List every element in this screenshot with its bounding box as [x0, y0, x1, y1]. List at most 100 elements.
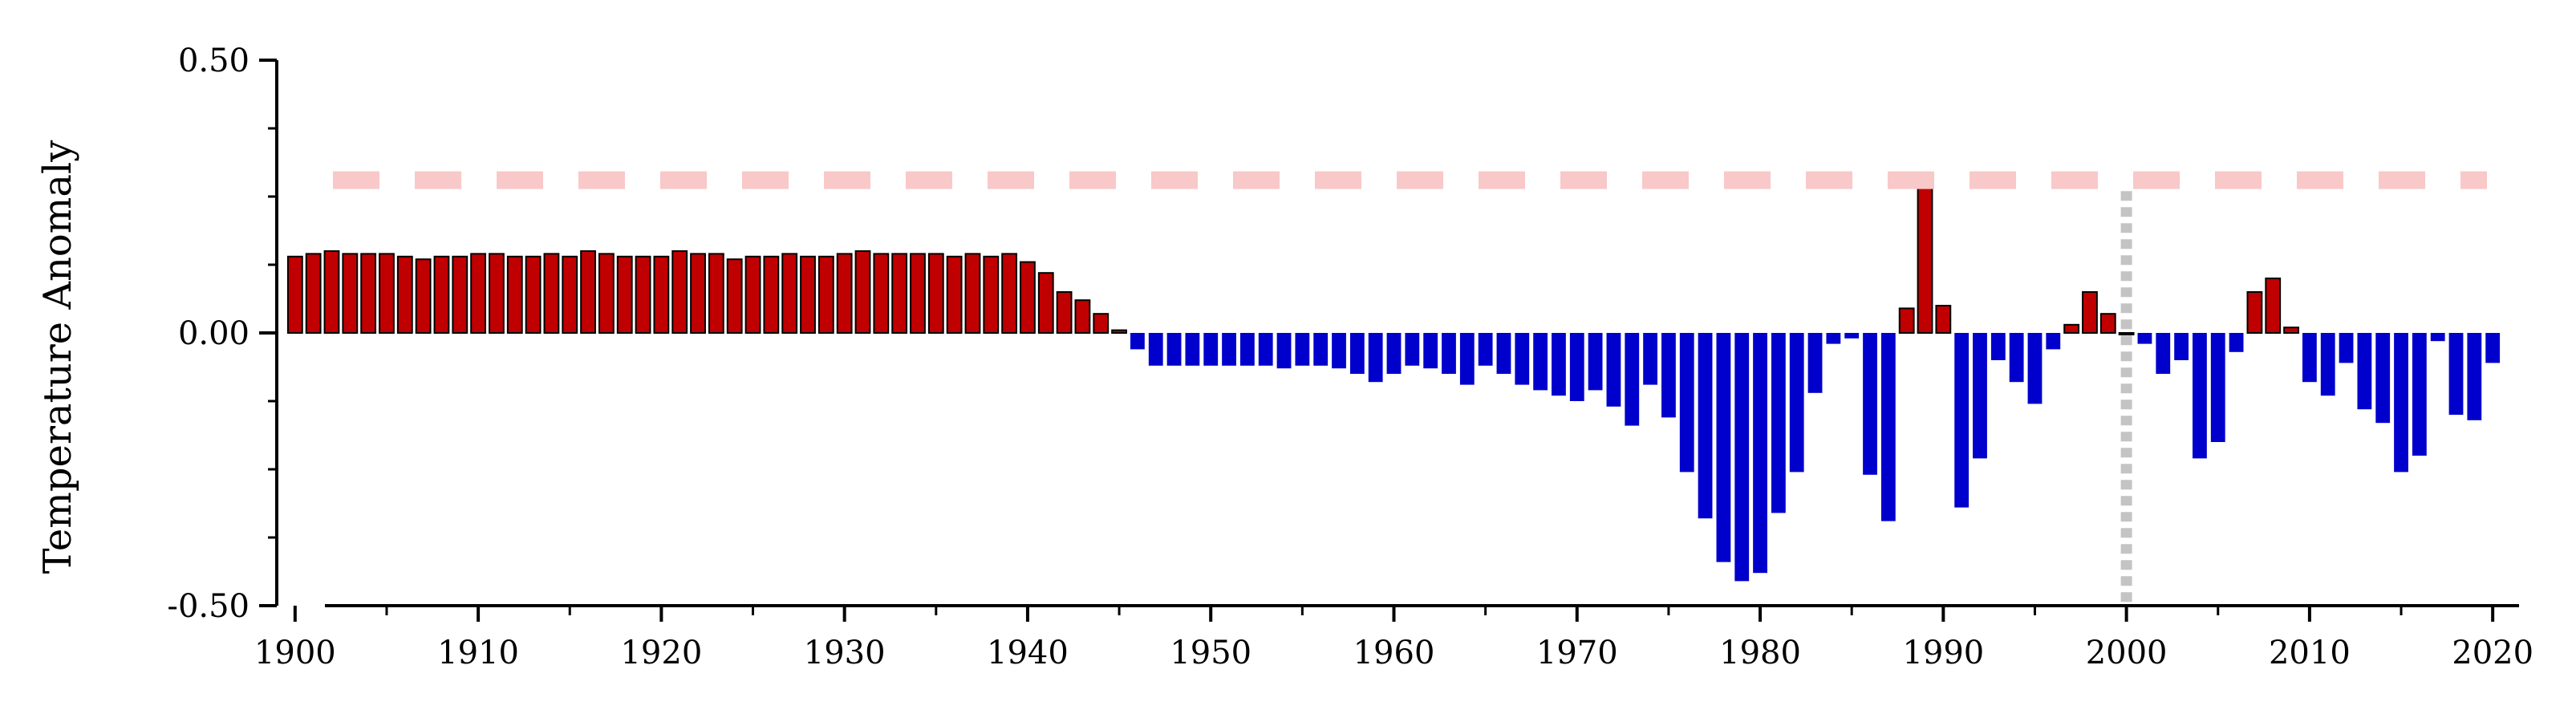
x-tick-label: 1970 — [1536, 635, 1618, 671]
bar-1915 — [562, 255, 578, 334]
bar-1934 — [910, 253, 926, 334]
bar-1919 — [635, 255, 651, 334]
bar-2016 — [2412, 333, 2427, 456]
bar-1983 — [1807, 333, 1823, 393]
bar-2017 — [2430, 333, 2445, 342]
bar-1909 — [452, 255, 469, 334]
bar-1993 — [1990, 333, 2006, 360]
bar-1913 — [525, 255, 542, 334]
bar-1946 — [1130, 333, 1145, 350]
bar-1967 — [1515, 333, 1530, 385]
bar-1905 — [379, 253, 395, 334]
bar-1911 — [489, 253, 505, 334]
bars-layer — [286, 176, 2501, 582]
bar-1920 — [653, 255, 670, 334]
bar-1912 — [506, 255, 523, 334]
bar-2018 — [2448, 333, 2464, 415]
bar-1932 — [873, 253, 890, 334]
bar-1971 — [1588, 333, 1603, 391]
bar-1987 — [1880, 333, 1896, 521]
bar-2005 — [2210, 333, 2225, 442]
bar-1991 — [1954, 333, 1970, 508]
bar-1955 — [1295, 333, 1310, 366]
bar-2008 — [2265, 278, 2282, 334]
bar-1992 — [1973, 333, 1987, 459]
bar-2002 — [2156, 333, 2171, 374]
bar-1954 — [1276, 333, 1292, 369]
bar-1978 — [1716, 333, 1731, 562]
x-tick-label: 1900 — [254, 635, 336, 671]
x-tick-label: 2000 — [2086, 635, 2168, 671]
bar-2000 — [2118, 332, 2135, 335]
bar-1930 — [836, 253, 853, 334]
bar-1972 — [1606, 333, 1621, 407]
bar-1974 — [1643, 333, 1657, 385]
bar-2004 — [2193, 333, 2207, 459]
bar-1927 — [781, 253, 798, 334]
bar-1997 — [2063, 323, 2080, 334]
bar-1901 — [305, 253, 322, 334]
y-axis-title: Temperature Anomaly — [35, 140, 80, 574]
bar-1933 — [891, 253, 908, 334]
bar-1973 — [1625, 333, 1640, 426]
bar-1964 — [1459, 333, 1475, 385]
bar-2003 — [2174, 333, 2189, 360]
bar-1948 — [1166, 333, 1182, 366]
reference-lines-layer — [333, 171, 2487, 606]
bar-1958 — [1349, 333, 1365, 374]
bar-1959 — [1368, 333, 1383, 383]
bar-1970 — [1569, 333, 1584, 401]
bar-1928 — [800, 255, 816, 334]
bar-1907 — [415, 258, 432, 335]
bar-2011 — [2320, 333, 2335, 396]
bar-1965 — [1478, 333, 1493, 366]
bar-1922 — [690, 253, 706, 334]
bar-1947 — [1148, 333, 1163, 366]
bar-1961 — [1405, 333, 1420, 366]
bar-1952 — [1239, 333, 1255, 366]
bar-2014 — [2375, 333, 2391, 424]
bar-1914 — [543, 253, 560, 334]
bar-1979 — [1734, 333, 1750, 582]
bar-1982 — [1789, 333, 1804, 473]
x-tick-label: 1930 — [804, 635, 886, 671]
bar-1950 — [1203, 333, 1219, 366]
bar-1918 — [616, 255, 633, 334]
bar-1936 — [946, 255, 963, 334]
bar-1996 — [2046, 333, 2061, 350]
bar-1956 — [1313, 333, 1329, 366]
bar-1984 — [1826, 333, 1841, 344]
bar-1900 — [286, 255, 303, 334]
bar-1994 — [2009, 333, 2024, 383]
bar-1960 — [1386, 333, 1402, 374]
x-tick-label: 1940 — [987, 635, 1069, 671]
bar-1910 — [470, 253, 487, 334]
bar-2013 — [2357, 333, 2372, 410]
bar-1969 — [1552, 333, 1566, 396]
bar-1939 — [1001, 253, 1018, 334]
bar-1953 — [1258, 333, 1273, 366]
bar-1988 — [1898, 307, 1915, 334]
x-tick-label: 1990 — [1902, 635, 1984, 671]
x-tick-label: 1950 — [1170, 635, 1251, 671]
bar-1937 — [964, 253, 981, 334]
bar-1968 — [1533, 333, 1548, 391]
bar-1904 — [360, 253, 377, 334]
bar-1962 — [1423, 333, 1438, 369]
bar-2007 — [2246, 291, 2263, 334]
bar-2019 — [2467, 333, 2482, 420]
bar-1943 — [1074, 299, 1091, 335]
bar-1963 — [1442, 333, 1456, 374]
bar-1981 — [1771, 333, 1786, 513]
bar-1931 — [854, 250, 871, 334]
bar-1957 — [1332, 333, 1346, 369]
y-tick-label: -0.50 — [167, 588, 249, 625]
bar-2006 — [2229, 333, 2244, 352]
bar-1944 — [1093, 313, 1110, 335]
x-tick-label: 2020 — [2452, 635, 2533, 671]
bar-2001 — [2137, 333, 2152, 344]
bar-1977 — [1698, 333, 1713, 519]
x-tick-label: 1920 — [620, 635, 702, 671]
